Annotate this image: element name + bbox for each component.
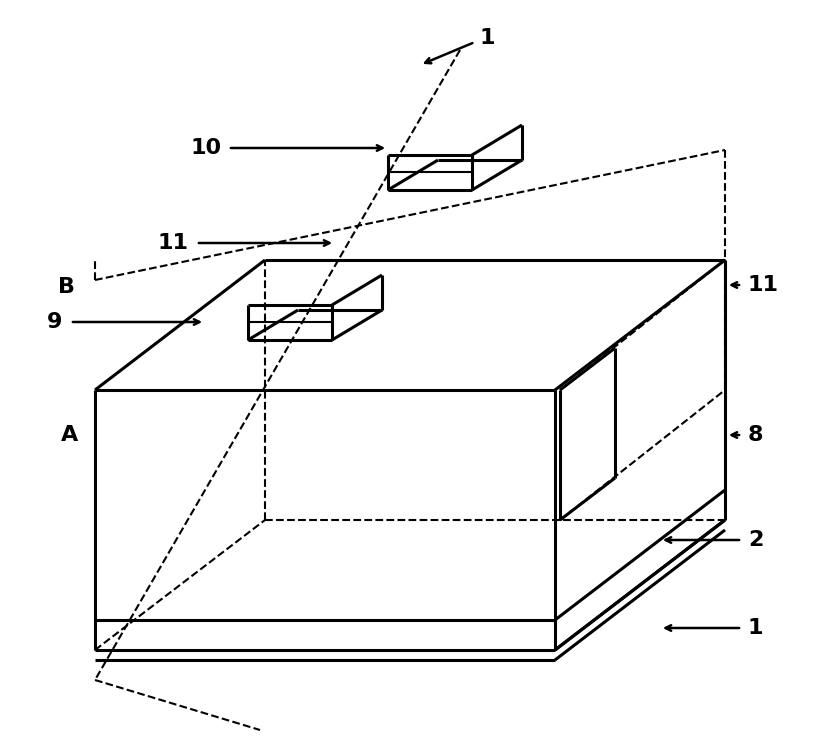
- Text: 1: 1: [748, 618, 764, 638]
- Text: 9: 9: [47, 312, 62, 332]
- Text: 11: 11: [157, 233, 188, 253]
- Text: 2: 2: [748, 530, 764, 550]
- Text: 11: 11: [748, 275, 779, 295]
- Text: B: B: [58, 277, 75, 297]
- Text: A: A: [61, 425, 78, 445]
- Text: 10: 10: [191, 138, 222, 158]
- Text: 1: 1: [480, 28, 496, 48]
- Text: 8: 8: [748, 425, 764, 445]
